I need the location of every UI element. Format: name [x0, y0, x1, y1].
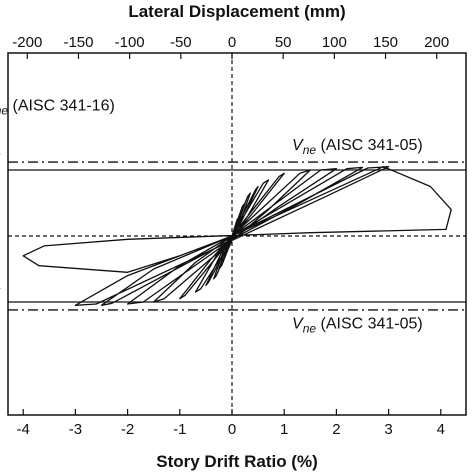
bottom-tick-label: -4 — [17, 421, 30, 438]
plot-frame — [7, 52, 467, 416]
top-tick-label: -100 — [115, 34, 145, 51]
bottom-tick-label: -2 — [121, 421, 134, 438]
bottom-tick-label: 1 — [280, 421, 288, 438]
vne-annotation-2: Vne (AISC 341-05) — [292, 315, 423, 335]
top-axis-title: Lateral Displacement (mm) — [128, 2, 345, 21]
top-tick-label: -150 — [63, 34, 93, 51]
vne-annotation-1: Vne (AISC 341-05) — [292, 137, 423, 157]
top-tick-label: 0 — [228, 34, 236, 51]
bottom-tick-label: 3 — [384, 421, 392, 438]
vne-annotation-0: Vne (AISC 341-16) — [0, 98, 115, 118]
bottom-tick-label: 4 — [437, 421, 445, 438]
bottom-tick-label: 2 — [332, 421, 340, 438]
hysteresis-series-0 — [22, 166, 452, 306]
bottom-tick-label: 0 — [228, 421, 236, 438]
top-tick-label: 50 — [275, 34, 292, 51]
bottom-tick-label: -3 — [69, 421, 82, 438]
top-tick-label: 150 — [373, 34, 398, 51]
bottom-axis-title: Story Drift Ratio (%) — [156, 452, 318, 471]
top-tick-label: 200 — [424, 34, 449, 51]
top-tick-label: -200 — [12, 34, 42, 51]
top-tick-label: -50 — [170, 34, 192, 51]
top-tick-label: 100 — [322, 34, 347, 51]
bottom-tick-label: -1 — [173, 421, 186, 438]
